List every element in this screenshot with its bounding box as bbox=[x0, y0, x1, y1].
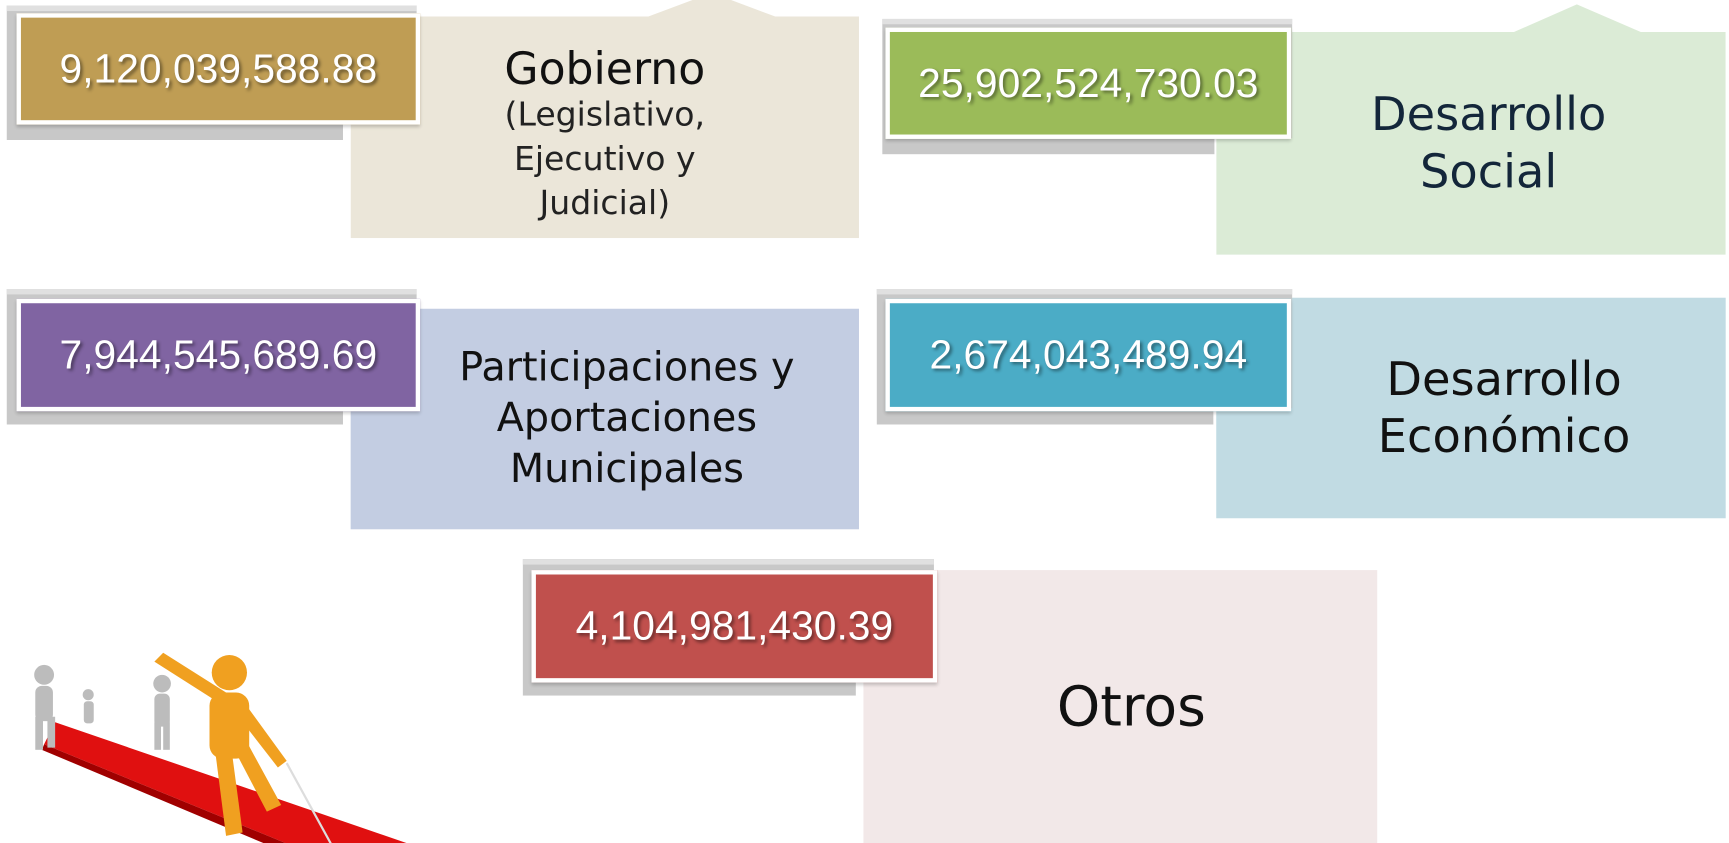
value-box: 25,902,524,730.03 bbox=[885, 28, 1291, 139]
card-value: 7,944,545,689.69 bbox=[60, 332, 378, 378]
card-sublabel: (Legislativo, Ejecutivo y Judicial) bbox=[489, 94, 721, 226]
label-box: Gobierno (Legislativo, Ejecutivo y Judic… bbox=[351, 33, 859, 238]
value-box: 4,104,981,430.39 bbox=[531, 570, 937, 682]
card-label: Participaciones y Aportaciones Municipal… bbox=[450, 343, 803, 495]
card-label: Desarrollo Económico bbox=[1361, 351, 1648, 466]
label-box: Desarrollo Económico bbox=[1216, 298, 1725, 519]
card-value: 2,674,043,489.94 bbox=[930, 332, 1248, 378]
label-box: Desarrollo Social bbox=[1257, 32, 1720, 255]
label-box: Participaciones y Aportaciones Municipal… bbox=[351, 309, 859, 530]
card-label: Otros bbox=[1057, 674, 1206, 740]
card-value: 9,120,039,588.88 bbox=[60, 46, 378, 92]
card-label: Gobierno bbox=[504, 45, 705, 94]
value-box: 9,120,039,588.88 bbox=[17, 13, 421, 124]
infographic: Gobierno (Legislativo, Ejecutivo y Judic… bbox=[0, 0, 1729, 843]
label-box: Otros bbox=[863, 570, 1377, 843]
card-label: Desarrollo Social bbox=[1356, 86, 1621, 201]
card-value: 25,902,524,730.03 bbox=[918, 60, 1258, 106]
value-box: 2,674,043,489.94 bbox=[885, 299, 1291, 411]
illustration bbox=[11, 640, 419, 843]
value-box: 7,944,545,689.69 bbox=[17, 299, 421, 411]
card-value: 4,104,981,430.39 bbox=[576, 603, 894, 649]
page: Gobierno (Legislativo, Ejecutivo y Judic… bbox=[0, 0, 1729, 843]
